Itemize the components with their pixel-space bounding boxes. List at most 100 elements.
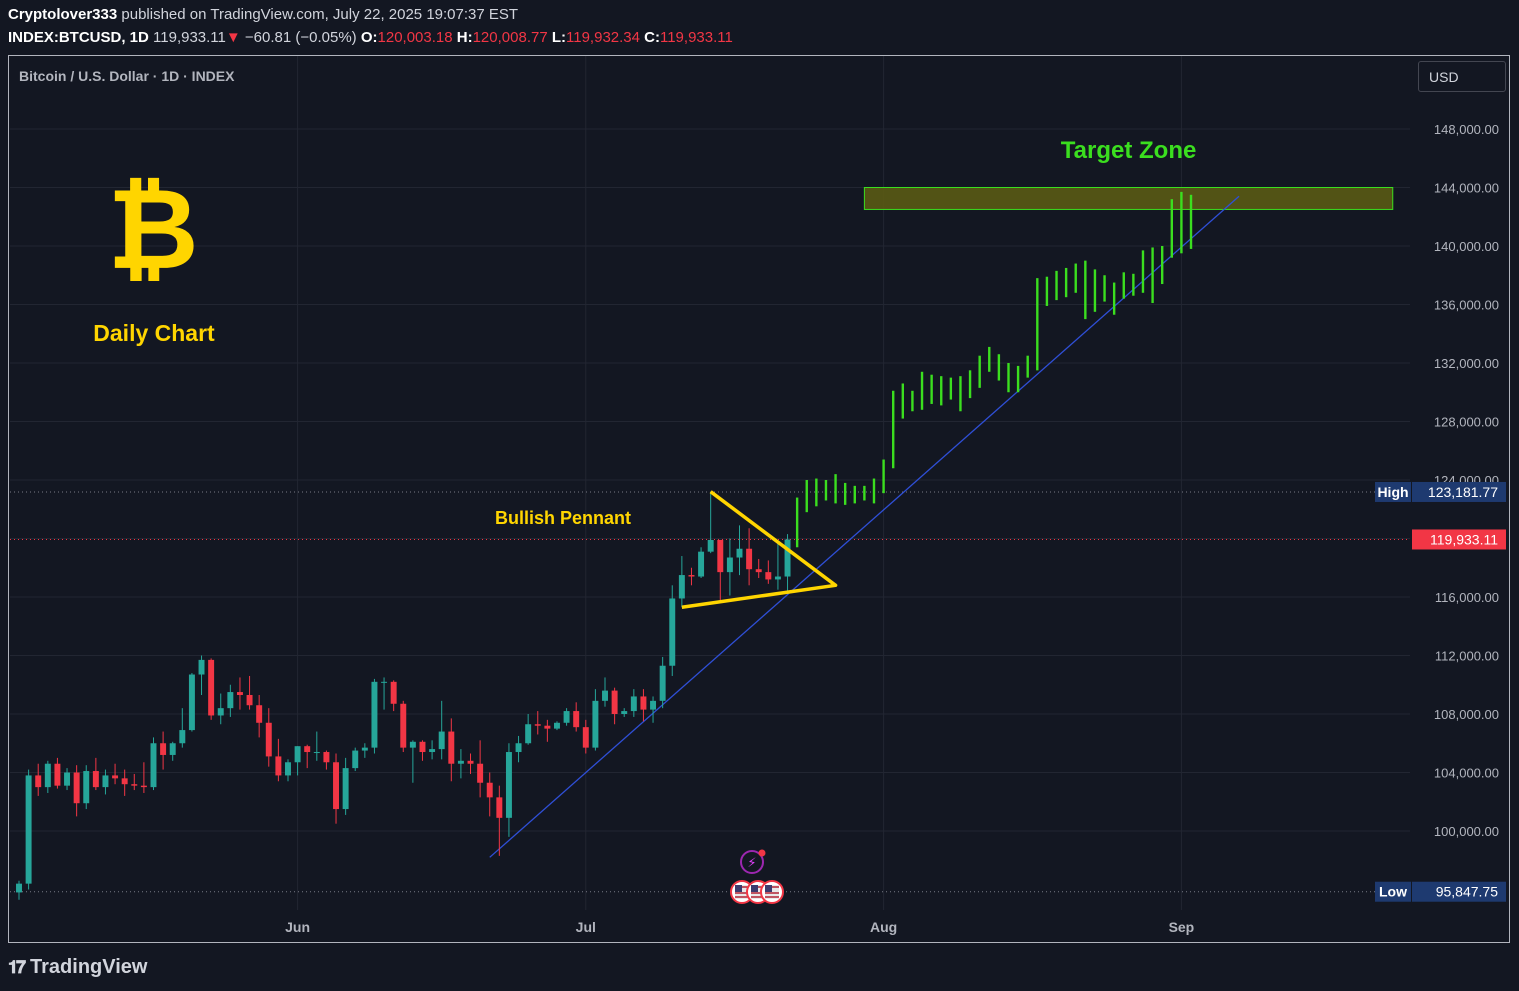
candle-body (275, 756, 282, 776)
candle-body (698, 551, 705, 577)
y-tick-label: 100,000.00 (1434, 824, 1499, 839)
candle-body (467, 760, 474, 764)
close-value: 119,933.11 (659, 29, 733, 46)
tradingview-logo[interactable]: 𝟏𝟕 TradingView (8, 956, 147, 979)
x-tick-label: Jun (285, 919, 310, 935)
candle-body (381, 681, 388, 683)
candle-body (304, 746, 311, 753)
candle-body (83, 771, 90, 804)
close-label: C: (644, 29, 660, 46)
y-tick-label: 136,000.00 (1434, 298, 1499, 313)
open-value: 120,003.18 (377, 29, 453, 46)
candle-body (774, 576, 781, 580)
candle-body (746, 548, 753, 570)
pennant-shape[interactable] (681, 490, 838, 609)
y-tick-label: 104,000.00 (1434, 766, 1499, 781)
candle-body (390, 681, 397, 704)
candle-body (621, 711, 628, 714)
candle-body (544, 725, 551, 729)
candle-body (765, 572, 772, 580)
down-arrow-icon: ▼ (225, 29, 241, 46)
candle-body (150, 743, 157, 788)
candle-body (611, 690, 618, 714)
y-tick-label: 112,000.00 (1435, 649, 1499, 664)
high-tag-value: 123,181.77 (1428, 484, 1498, 500)
last-price-value: 119,933.11 (153, 29, 226, 46)
y-tick-label: 148,000.00 (1434, 122, 1499, 137)
candle-body (323, 752, 330, 763)
last-price-tag-bg (1412, 529, 1506, 550)
open-label: O: (360, 29, 378, 46)
candle-body (496, 797, 503, 818)
candle-body (688, 575, 695, 577)
candle-body (707, 539, 714, 552)
candle-body (256, 705, 263, 723)
candle-body (525, 724, 532, 744)
notification-dot (758, 849, 766, 857)
daily-chart-label: Daily Chart (93, 320, 215, 346)
flag-canton (735, 885, 742, 892)
author-name[interactable]: Cryptolover333 (8, 6, 118, 23)
low-tag-label: Low (1379, 884, 1407, 900)
candle-body (140, 785, 147, 788)
y-tick-label: 116,000.00 (1435, 590, 1499, 605)
candle-body (236, 692, 243, 695)
candle-body (371, 681, 378, 748)
low-tag-label-bg (1375, 881, 1411, 902)
candle-body (650, 700, 657, 710)
x-tick-label: Aug (870, 919, 897, 935)
candle-body (246, 694, 253, 706)
candle-body (227, 692, 234, 709)
flag-canton (751, 885, 758, 892)
high-tag-label: High (1377, 484, 1408, 500)
candle-body (342, 768, 349, 810)
candle-body (400, 703, 407, 748)
publish-info: Cryptolover333 published on TradingView.… (8, 6, 518, 23)
candle-body (294, 746, 301, 763)
candle-body (313, 752, 320, 754)
candle-body (121, 778, 128, 785)
lightning-event-icon[interactable] (740, 850, 764, 874)
candle-body (592, 700, 599, 748)
candle-body (112, 775, 119, 779)
candle-body (669, 598, 676, 666)
candle-body (717, 539, 724, 573)
candle-body (534, 724, 541, 726)
candle-body (188, 674, 195, 731)
high-value: 120,008.77 (472, 29, 548, 46)
publish-text: published on TradingView.com, July 22, 2… (121, 6, 519, 23)
target-zone-label: Target Zone (1061, 137, 1197, 164)
tradingview-logo-icon: 𝟏𝟕 (8, 957, 26, 977)
high-tag-label-bg (1375, 481, 1411, 502)
currency-button[interactable]: USD (1418, 61, 1506, 92)
logo-text: TradingView (30, 956, 148, 978)
high-tag-bg (1412, 481, 1506, 502)
low-tag-value: 95,847.75 (1436, 884, 1498, 900)
target-zone-box[interactable] (863, 187, 1394, 210)
candle-body (563, 711, 570, 723)
candle-body (477, 763, 484, 783)
candle-body (573, 711, 580, 728)
low-label: L: (551, 29, 567, 46)
y-tick-label: 144,000.00 (1434, 181, 1499, 196)
y-tick-label: 128,000.00 (1434, 415, 1499, 430)
low-tag-bg (1412, 881, 1506, 902)
candle-body (784, 539, 791, 577)
candle-body (92, 771, 99, 788)
symbol-label: INDEX:BTCUSD, 1D (8, 29, 149, 46)
y-tick-label: 132,000.00 (1434, 356, 1499, 371)
candle-body (429, 749, 436, 753)
last-price-tag-value: 119,933.11 (1430, 531, 1498, 547)
lightning-glyph: ⚡ (747, 856, 756, 871)
low-value: 119,932.34 (566, 29, 640, 46)
candle-body (630, 696, 637, 712)
candle-body (217, 708, 224, 716)
candle-body (44, 763, 51, 788)
pennant-label: Bullish Pennant (495, 508, 631, 528)
candle-body (333, 762, 339, 810)
candle-body (448, 731, 455, 764)
candle-body (640, 696, 647, 710)
candle-body (198, 659, 205, 675)
candle-body (457, 760, 464, 764)
